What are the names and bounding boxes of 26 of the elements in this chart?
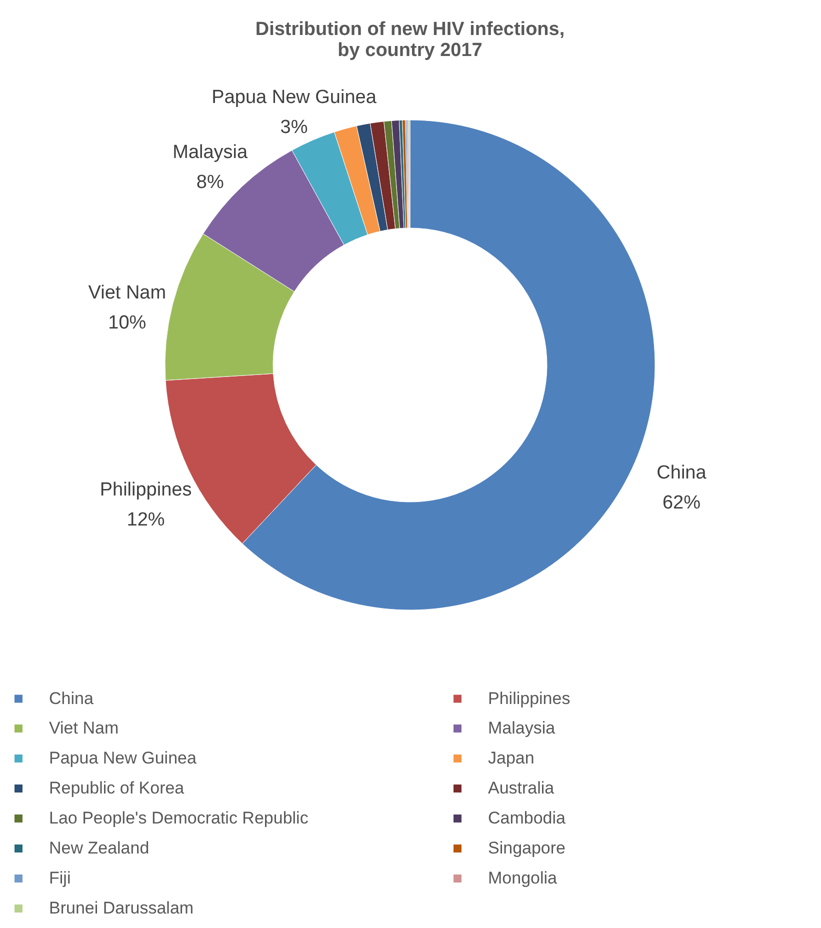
legend-label: Australia bbox=[488, 778, 555, 798]
legend-label: China bbox=[49, 688, 94, 708]
legend-label: Fiji bbox=[49, 868, 71, 888]
chart-title: Distribution of new HIV infections, by country 2017 bbox=[255, 19, 565, 61]
data-label: 62% bbox=[662, 492, 701, 514]
legend-label: Cambodia bbox=[488, 808, 566, 828]
legend-label: Singapore bbox=[488, 838, 566, 858]
legend-label: Lao People's Democratic Republic bbox=[49, 808, 309, 828]
data-label: 10% bbox=[108, 312, 146, 334]
legend-label: Malaysia bbox=[488, 718, 556, 738]
legend-label: Mongolia bbox=[488, 868, 558, 888]
data-label: 12% bbox=[126, 509, 165, 530]
legend-label: Papua New Guinea bbox=[49, 748, 197, 768]
legend-label: Brunei Darussalam bbox=[49, 898, 194, 918]
slice-label: Philippines bbox=[100, 479, 192, 500]
legend-label: Japan bbox=[488, 748, 534, 768]
legend-label: New Zealand bbox=[49, 838, 150, 858]
slice-label: Malaysia bbox=[172, 142, 248, 164]
legend-label: Viet Nam bbox=[49, 718, 119, 738]
legend-label: Republic of Korea bbox=[49, 778, 185, 798]
slice-label: Viet Nam bbox=[88, 282, 166, 304]
data-label: 8% bbox=[196, 172, 224, 194]
slice-label: China bbox=[656, 462, 707, 484]
slice-label: Papua New Guinea bbox=[212, 87, 377, 108]
data-label: 3% bbox=[280, 117, 308, 138]
legend-label: Philippines bbox=[488, 688, 570, 708]
